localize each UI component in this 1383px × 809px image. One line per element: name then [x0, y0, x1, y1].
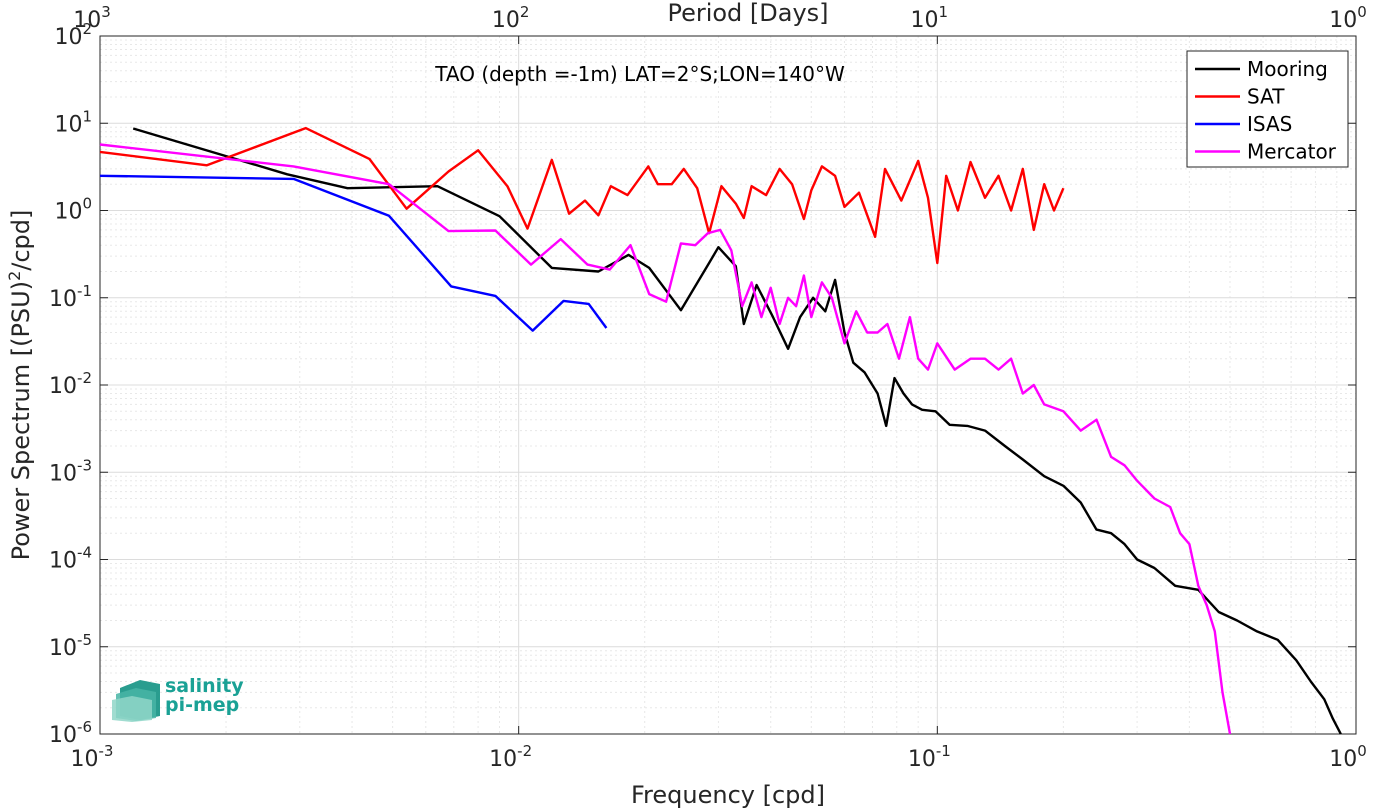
x-tick-label: 10-1 [908, 742, 951, 772]
y-tick-label: 10-3 [49, 456, 92, 486]
y-tick-label: 100 [54, 195, 92, 225]
top-x-tick-label-exponent: 0 [1357, 3, 1367, 21]
top-x-tick-label-base: 10 [1329, 8, 1357, 33]
top-x-tick-label: 102 [492, 3, 530, 33]
legend-label-mooring: Mooring [1247, 57, 1328, 81]
x-tick-label-exponent: -3 [99, 742, 114, 760]
series-line-mercator [99, 143, 1232, 735]
legend-label-mercator: Mercator [1247, 140, 1337, 164]
y-tick-label-base: 10 [54, 112, 82, 137]
y-tick-label: 10-4 [49, 544, 92, 574]
y-axis-label-superscript: 2 [5, 271, 24, 281]
top-x-tick-label-exponent: 1 [939, 3, 949, 21]
logo-text-salinity: salinity [165, 675, 244, 697]
series-line-sat [99, 126, 1065, 265]
salinity-pi-mep-logo: salinity pi-mep [112, 675, 244, 722]
y-axis-label: Power Spectrum [(PSU)2/cpd] [5, 210, 35, 561]
chart-title: TAO (depth =-1m) LAT=2°S;LON=140°W [434, 62, 845, 86]
y-tick-label: 10-2 [49, 369, 92, 399]
y-tick-label-base: 10 [49, 549, 77, 574]
y-tick-label-exponent: -2 [77, 369, 92, 387]
y-tick-label-base: 10 [54, 200, 82, 225]
x-tick-label-base: 10 [1329, 747, 1357, 772]
top-x-tick-label-exponent: 2 [520, 3, 530, 21]
y-tick-label-exponent: 1 [82, 107, 92, 125]
y-tick-label: 10-5 [49, 631, 92, 661]
y-tick-label: 101 [54, 107, 92, 137]
top-x-axis-label: Period [Days] [667, 0, 828, 27]
y-tick-label-exponent: -4 [77, 544, 92, 562]
x-tick-label-exponent: -1 [936, 742, 951, 760]
x-tick-label-exponent: 0 [1357, 742, 1367, 760]
y-tick-label-base: 10 [49, 461, 77, 486]
y-tick-label: 102 [54, 20, 92, 50]
logo-wave-front [112, 696, 152, 722]
series-line-isas [99, 174, 608, 332]
y-tick-label-base: 10 [54, 25, 82, 50]
y-tick-label-exponent: 0 [82, 195, 92, 213]
x-tick-label-base: 10 [489, 747, 517, 772]
x-tick-label-base: 10 [71, 747, 99, 772]
top-x-tick-label: 103 [73, 3, 111, 33]
y-axis-label-tail: /cpd] [7, 210, 35, 271]
y-tick-label-base: 10 [49, 287, 77, 312]
y-tick-label-base: 10 [49, 636, 77, 661]
y-tick-label-exponent: -6 [77, 718, 92, 736]
series-group [99, 126, 1342, 735]
y-tick-label-exponent: -3 [77, 456, 92, 474]
y-tick-label-exponent: 2 [82, 20, 92, 38]
y-tick-label: 10-6 [49, 718, 92, 748]
logo-text-pimep: pi-mep [165, 694, 239, 716]
top-x-tick-label: 100 [1329, 3, 1367, 33]
y-axis-label-main: Power Spectrum [(PSU) [7, 281, 35, 560]
y-tick-label-base: 10 [49, 374, 77, 399]
x-tick-label: 10-2 [489, 742, 532, 772]
y-tick-label-exponent: -5 [77, 631, 92, 649]
x-tick-label: 100 [1329, 742, 1367, 772]
x-tick-label-base: 10 [908, 747, 936, 772]
series-line-mooring [132, 127, 1342, 735]
x-axis-label: Frequency [cpd] [631, 781, 825, 809]
top-x-tick-label-base: 10 [73, 8, 101, 33]
y-tick-label-base: 10 [49, 723, 77, 748]
x-tick-label-exponent: -2 [517, 742, 532, 760]
legend-box [1186, 50, 1349, 168]
top-x-tick-label-base: 10 [911, 8, 939, 33]
top-x-tick-label: 101 [911, 3, 949, 33]
legend: Mooring SAT ISAS Mercator [1186, 50, 1349, 168]
y-tick-label-exponent: -1 [77, 282, 92, 300]
top-x-tick-label-base: 10 [492, 8, 520, 33]
y-tick-label: 10-1 [49, 282, 92, 312]
legend-label-sat: SAT [1247, 85, 1285, 109]
top-x-tick-label-exponent: 3 [101, 3, 111, 21]
legend-label-isas: ISAS [1247, 112, 1292, 136]
x-tick-label: 10-3 [71, 742, 114, 772]
